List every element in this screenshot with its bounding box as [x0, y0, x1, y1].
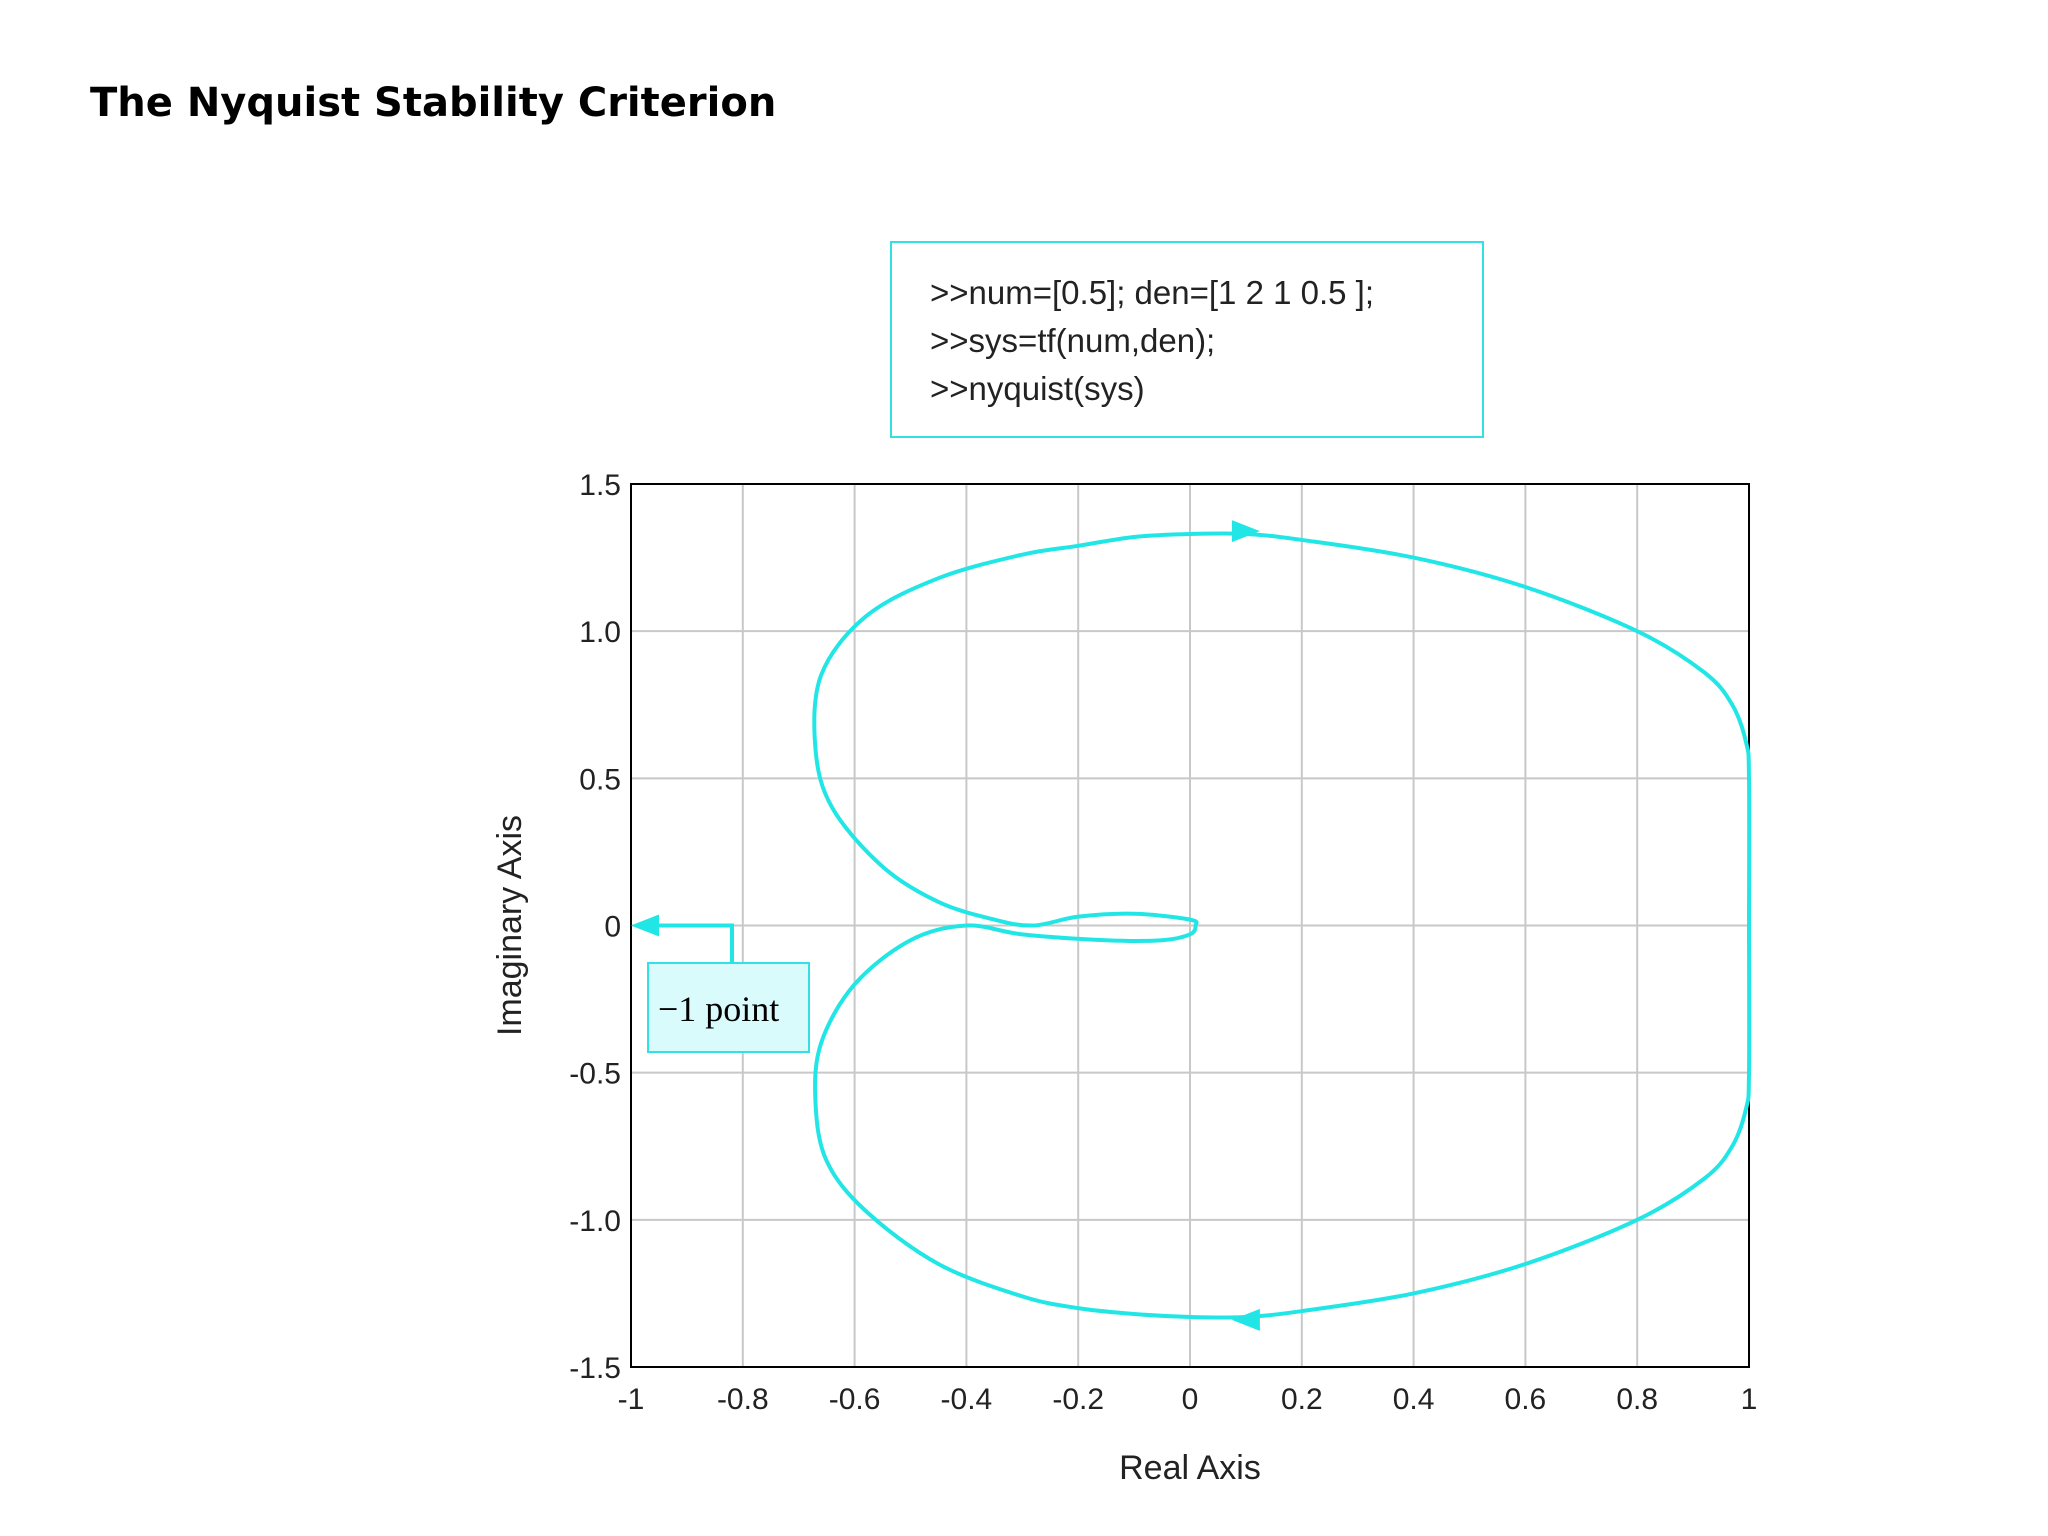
nyquist-curve [812, 531, 1752, 1320]
slide-title: The Nyquist Stability Criterion [90, 80, 777, 126]
matlab-code-box: >>num=[0.5]; den=[1 2 1 0.5 ]; >>sys=tf(… [890, 241, 1484, 438]
y-tick-label: -1.0 [569, 1205, 621, 1238]
x-tick-label: -0.2 [1052, 1383, 1104, 1416]
code-line-sys: >>sys=tf(num,den); [930, 322, 1216, 359]
y-axis-title: Imaginary Axis [491, 815, 529, 1036]
callout-arrowhead [631, 914, 659, 937]
y-tick-label: 1.5 [579, 469, 621, 502]
callout-leader-line [657, 923, 734, 963]
x-tick-label: -1 [618, 1383, 645, 1416]
direction-arrowhead [1231, 1308, 1260, 1331]
minus-one-point-callout [647, 962, 810, 1053]
direction-arrowhead [1231, 520, 1260, 543]
y-tick-label: -0.5 [569, 1058, 621, 1091]
code-line-nyquist: >>nyquist(sys) [930, 370, 1145, 407]
code-line-num-den: >>num=[0.5]; den=[1 2 1 0.5 ]; [930, 274, 1375, 311]
tick-layer: -1 -0.8 -0.6 -0.4 -0.2 0 0.2 0.4 0.6 0.8 1 -1.5 -1.0… [569, 469, 1757, 1416]
x-tick-label: 0.6 [1505, 1383, 1547, 1416]
x-tick-label: 0.2 [1281, 1383, 1323, 1416]
x-tick-label: -0.6 [829, 1383, 881, 1416]
curve-layer [812, 520, 1752, 1331]
x-tick-label: -0.8 [717, 1383, 769, 1416]
x-tick-label: -0.4 [941, 1383, 993, 1416]
x-tick-label: 0.4 [1393, 1383, 1435, 1416]
y-tick-label: 0 [604, 911, 621, 944]
y-tick-label: -1.5 [569, 1352, 621, 1385]
minus-one-point-label: −1 point [658, 989, 779, 1029]
x-tick-label: 0.8 [1616, 1383, 1658, 1416]
x-tick-label: 0 [1182, 1383, 1199, 1416]
y-tick-label: 1.0 [579, 616, 621, 649]
grid-layer [630, 483, 1750, 1368]
x-axis-title: Real Axis [1119, 1449, 1261, 1487]
annotation-layer: −1 point [631, 914, 810, 1053]
x-tick-label: 1 [1741, 1383, 1758, 1416]
y-tick-label: 0.5 [579, 763, 621, 796]
